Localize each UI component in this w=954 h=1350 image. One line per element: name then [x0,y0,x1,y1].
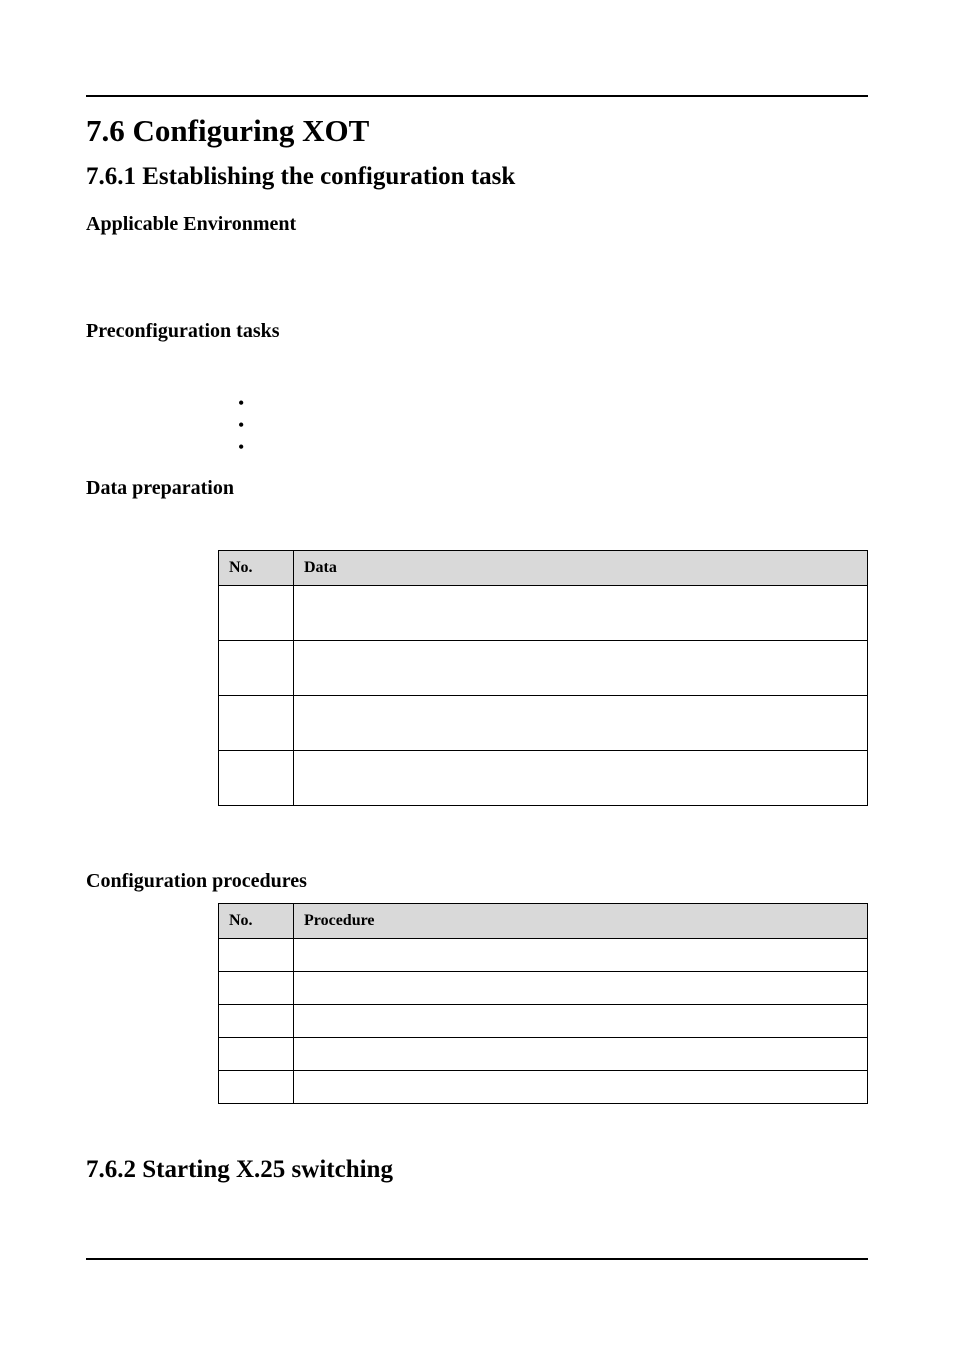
table-row [219,1038,868,1071]
table-header-row: No. Procedure [219,904,868,939]
table-cell [219,641,294,696]
table-row [219,751,868,806]
data-preparation-heading: Data preparation [86,477,868,500]
configuration-procedures-heading: Configuration procedures [86,870,868,893]
subsection-title-2: 7.6.2 Starting X.25 switching [86,1156,868,1184]
table-row [219,939,868,972]
table-row [219,1005,868,1038]
table-cell [219,696,294,751]
table-cell [294,751,868,806]
table-row [219,641,868,696]
subsection-title-1: 7.6.1 Establishing the configuration tas… [86,163,868,191]
spacer [86,262,868,298]
bottom-horizontal-rule [86,1258,868,1260]
table-cell [294,586,868,641]
section-title: 7.6 Configuring XOT [86,113,868,149]
table-header-data: Data [294,551,868,586]
table-row [219,1071,868,1104]
top-horizontal-rule [86,95,868,97]
document-page: 7.6 Configuring XOT 7.6.1 Establishing t… [0,0,954,1350]
list-item [256,415,868,437]
table-cell [294,1005,868,1038]
preconfiguration-tasks-heading: Preconfiguration tasks [86,320,868,343]
preconfig-bullet-list [256,393,868,459]
table-cell [294,1071,868,1104]
table-header-no: No. [219,551,294,586]
table-row [219,586,868,641]
table-cell [219,1005,294,1038]
spacer [86,369,868,393]
spacer [86,806,868,842]
table-cell [219,939,294,972]
table-header-row: No. Data [219,551,868,586]
list-item [256,437,868,459]
table-cell [219,1038,294,1071]
table-cell [294,1038,868,1071]
table-cell [294,939,868,972]
table-cell [294,696,868,751]
configuration-procedures-table: No. Procedure [218,903,868,1104]
table-cell [294,641,868,696]
table-cell [219,751,294,806]
table-header-no: No. [219,904,294,939]
table-row [219,696,868,751]
table-cell [219,972,294,1005]
table-row [219,972,868,1005]
table-cell [294,972,868,1005]
table-header-procedure: Procedure [294,904,868,939]
list-item [256,393,868,415]
table-cell [219,586,294,641]
data-preparation-table: No. Data [218,550,868,806]
spacer [86,526,868,550]
applicable-environment-heading: Applicable Environment [86,213,868,236]
table-cell [219,1071,294,1104]
